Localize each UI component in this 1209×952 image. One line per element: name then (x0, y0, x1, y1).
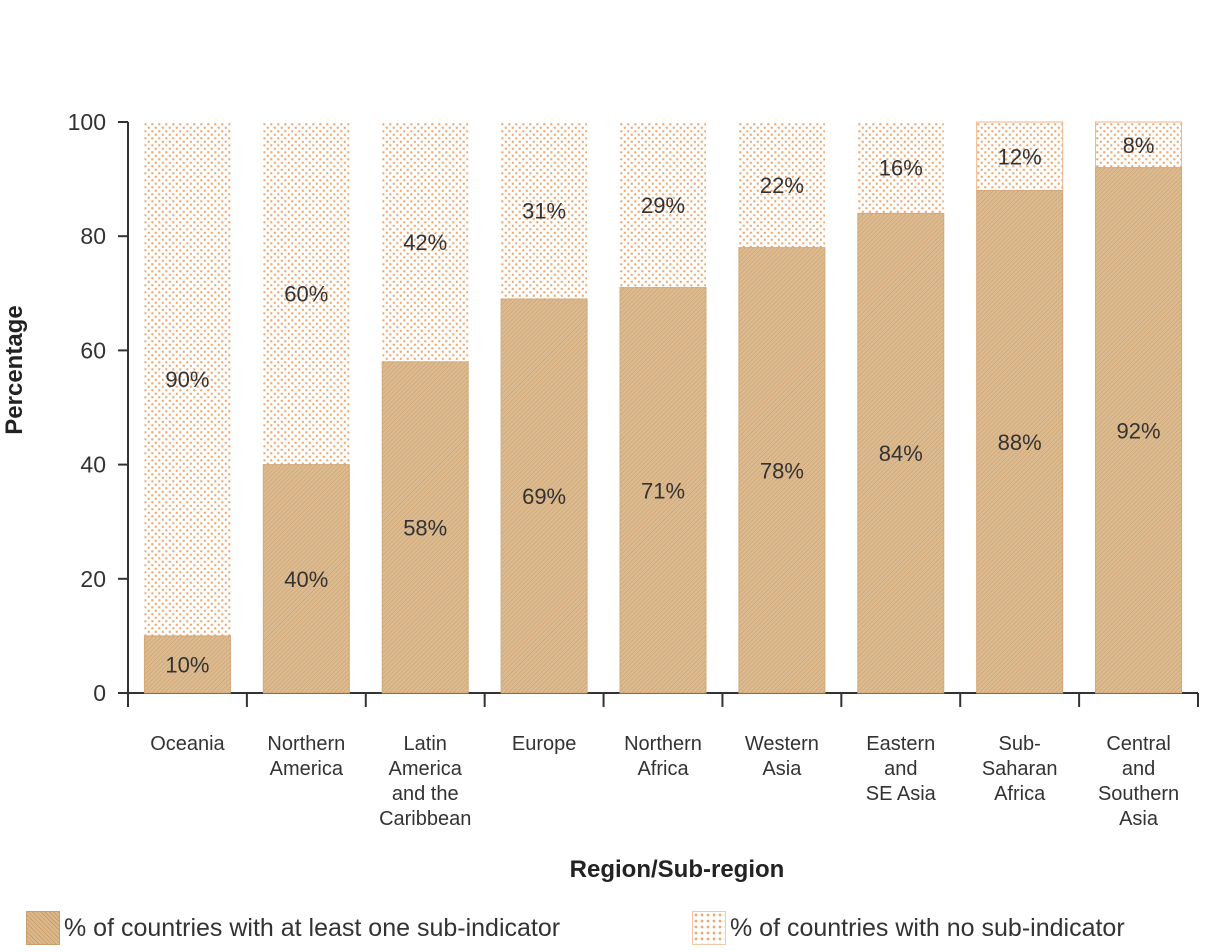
data-label-no-sub-indicator: 90% (165, 367, 209, 392)
bar-at-least-one (500, 298, 588, 694)
bar-at-least-one (1095, 167, 1183, 694)
bar-at-least-one (857, 212, 945, 694)
data-label-at-least-one: 71% (641, 478, 685, 503)
y-tick-label: 40 (80, 452, 106, 478)
stacked-bar-chart: 0 20 40 60 80 100 Oceania Northern America Latin… (1, 109, 1199, 883)
bar-at-least-one (976, 190, 1064, 694)
data-label-at-least-one: 78% (760, 458, 804, 483)
bar-at-least-one (619, 287, 707, 694)
data-label-at-least-one: 69% (522, 484, 566, 509)
x-tick-label: Central and Southern Asia (1098, 733, 1179, 830)
bar-no-sub-indicator (382, 122, 469, 362)
legend-label: % of countries with at least one sub-ind… (64, 913, 561, 942)
data-label-at-least-one: 92% (1117, 418, 1161, 443)
bar-at-least-one (738, 247, 826, 694)
bar-at-least-one (143, 635, 231, 694)
data-label-at-least-one: 40% (284, 567, 328, 592)
data-labels: 10% 90% 40% 60% 58% 42% 69% 31% 71% 29% 78% 22% 84% 1… (165, 133, 1160, 678)
x-tick-label: Latin America and the Caribbean (379, 733, 471, 830)
bar-at-least-one (262, 464, 350, 694)
x-axis: Oceania Northern America Latin America and th… (127, 692, 1199, 830)
bars (143, 121, 1183, 694)
y-tick-label: 80 (80, 223, 106, 249)
data-label-no-sub-indicator: 42% (403, 230, 447, 255)
y-tick-label: 60 (80, 337, 106, 363)
legend-label: % of countries with no sub-indicator (730, 913, 1125, 942)
data-label-no-sub-indicator: 22% (760, 173, 804, 198)
x-tick-label: Europe (512, 733, 577, 755)
legend-swatch-hatched (26, 911, 60, 945)
bar-no-sub-indicator (144, 122, 231, 636)
bar-no-sub-indicator (263, 122, 350, 465)
bar-no-sub-indicator (620, 122, 706, 288)
data-label-no-sub-indicator: 31% (522, 199, 566, 224)
x-axis-title: Region/Sub-region (570, 856, 785, 883)
x-tick-label: Sub-Saharan Africa (982, 733, 1058, 805)
bar-no-sub-indicator (738, 122, 825, 248)
bar-no-sub-indicator (501, 122, 588, 300)
y-axis: 0 20 40 60 80 100 (68, 109, 129, 706)
legend-swatch-dotted (692, 911, 726, 945)
data-label-at-least-one: 88% (998, 430, 1042, 455)
y-tick-label: 0 (93, 680, 106, 706)
legend-item-dotted: % of countries with no sub-indicator (692, 910, 1125, 946)
data-label-no-sub-indicator: 29% (641, 193, 685, 218)
data-label-at-least-one: 58% (403, 515, 447, 540)
x-tick-label: Eastern and SE Asia (866, 733, 937, 805)
bar-no-sub-indicator (1095, 121, 1183, 169)
x-tick-label: Northern America (267, 733, 345, 780)
data-label-at-least-one: 84% (879, 441, 923, 466)
y-axis-title: Percentage (1, 305, 28, 434)
y-tick-label: 100 (68, 109, 106, 135)
legend-item-solid: % of countries with at least one sub-ind… (26, 910, 560, 946)
x-tick-label: Oceania (150, 733, 225, 755)
bar-at-least-one (381, 361, 469, 694)
bar-no-sub-indicator (857, 122, 944, 214)
x-tick-label: Northern Africa (624, 733, 702, 780)
x-tick-label: Western Asia (745, 733, 819, 780)
bar-no-sub-indicator (976, 121, 1064, 192)
data-label-no-sub-indicator: 8% (1123, 133, 1155, 158)
data-label-no-sub-indicator: 12% (998, 144, 1042, 169)
data-label-no-sub-indicator: 60% (284, 281, 328, 306)
y-tick-label: 20 (80, 566, 106, 592)
data-label-at-least-one: 10% (165, 652, 209, 677)
data-label-no-sub-indicator: 16% (879, 156, 923, 181)
